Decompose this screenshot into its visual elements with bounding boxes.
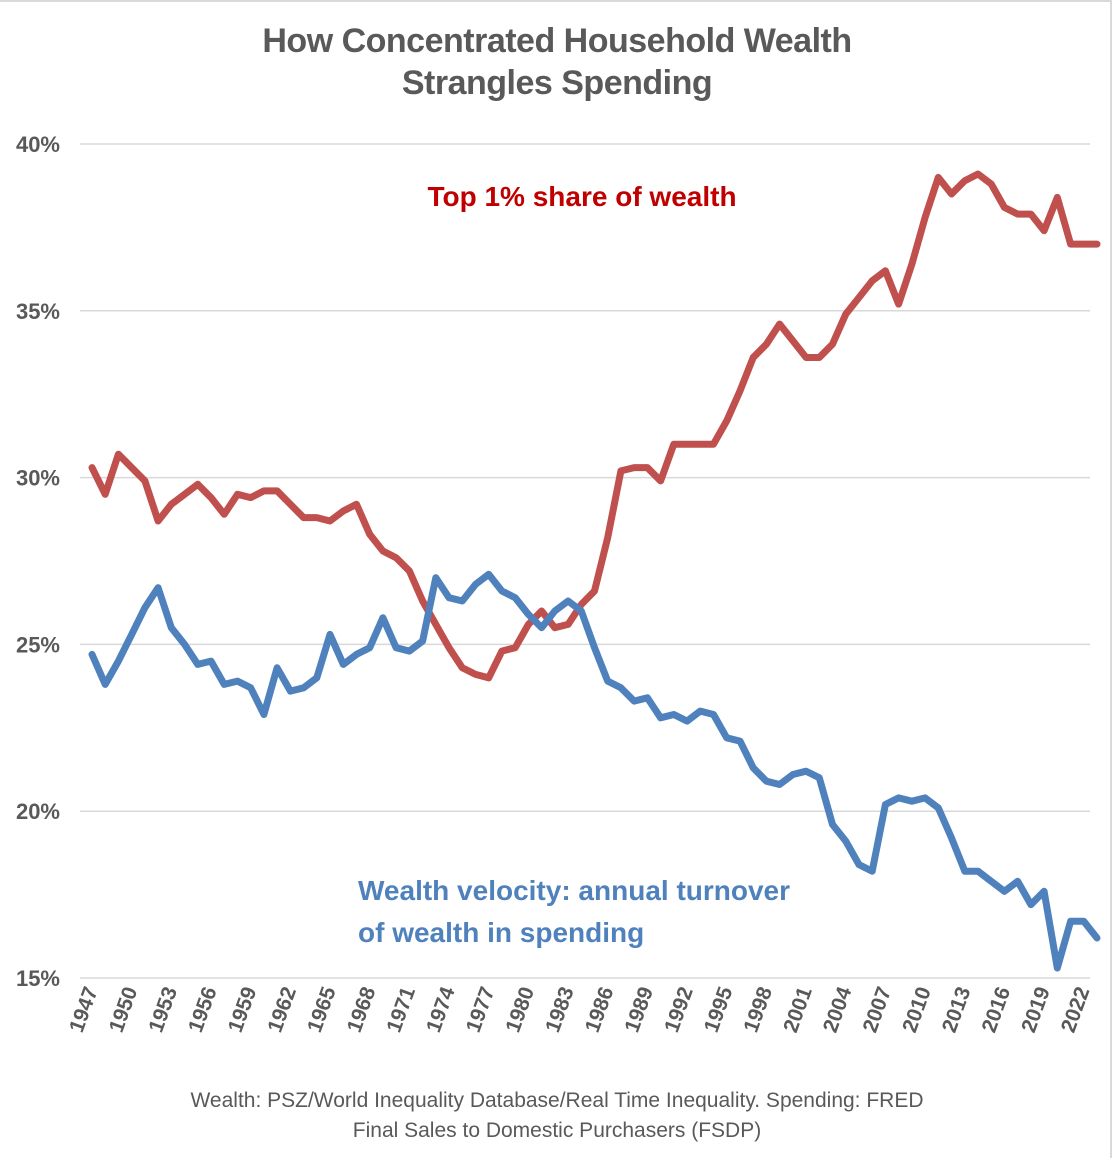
x-tick-label: 1965 bbox=[303, 984, 341, 1036]
series-line-top-1-percent-share bbox=[88, 170, 1101, 682]
x-tick-label: 2016 bbox=[978, 984, 1016, 1036]
x-tick-label: 1950 bbox=[105, 984, 143, 1036]
x-axis-ticks: 1947 1950 1953 1956 1959 1962 1965 1968 1971 1974… bbox=[65, 984, 1094, 1036]
x-tick-label: 1983 bbox=[541, 984, 579, 1036]
x-tick-label: 1962 bbox=[263, 984, 301, 1036]
y-tick-label: 40% bbox=[16, 132, 60, 157]
x-tick-label: 1953 bbox=[144, 984, 182, 1036]
chart-title: How Concentrated Household Wealth Strang… bbox=[0, 20, 1114, 104]
series-line-wealth-velocity bbox=[88, 570, 1101, 972]
source-note: Wealth: PSZ/World Inequality Database/Re… bbox=[0, 1086, 1114, 1146]
x-tick-label: 1980 bbox=[501, 984, 539, 1036]
source-note-line-2: Final Sales to Domestic Purchasers (FSDP… bbox=[352, 1119, 762, 1142]
x-tick-label: 1998 bbox=[740, 984, 778, 1036]
y-tick-label: 15% bbox=[16, 966, 60, 991]
x-tick-label: 2022 bbox=[1057, 984, 1095, 1036]
x-tick-label: 2010 bbox=[898, 984, 936, 1036]
chart-title-line-1: How Concentrated Household Wealth bbox=[262, 22, 852, 60]
x-tick-label: 1989 bbox=[621, 984, 659, 1036]
y-tick-label: 20% bbox=[16, 799, 60, 824]
x-tick-label: 2019 bbox=[1017, 984, 1055, 1036]
x-tick-label: 1968 bbox=[343, 984, 381, 1036]
y-tick-label: 25% bbox=[16, 632, 60, 657]
annotation-top-1-percent: Top 1% share of wealth bbox=[427, 181, 736, 212]
chart-title-line-2: Strangles Spending bbox=[401, 64, 713, 102]
x-tick-label: 2007 bbox=[859, 984, 897, 1036]
source-note-line-1: Wealth: PSZ/World Inequality Database/Re… bbox=[190, 1089, 924, 1112]
x-tick-label: 1947 bbox=[65, 984, 103, 1036]
y-tick-label: 30% bbox=[16, 466, 60, 491]
x-tick-label: 1986 bbox=[581, 984, 619, 1036]
annotation-wealth-velocity-line-1: Wealth velocity: annual turnover bbox=[358, 875, 790, 906]
x-tick-label: 1977 bbox=[462, 984, 500, 1036]
x-tick-label: 2001 bbox=[779, 984, 817, 1036]
y-axis-ticks: 40% 35% 30% 25% 20% 15% bbox=[16, 132, 60, 991]
x-tick-label: 1959 bbox=[224, 984, 262, 1036]
annotation-wealth-velocity-line-2: of wealth in spending bbox=[358, 917, 644, 948]
x-tick-label: 1971 bbox=[382, 984, 420, 1036]
x-tick-label: 1995 bbox=[700, 984, 738, 1036]
gridlines bbox=[80, 143, 1090, 979]
series-lines bbox=[88, 170, 1101, 972]
x-tick-label: 2004 bbox=[819, 984, 857, 1036]
y-tick-label: 35% bbox=[16, 299, 60, 324]
x-tick-label: 1992 bbox=[660, 984, 698, 1036]
x-tick-label: 1974 bbox=[422, 984, 460, 1036]
x-tick-label: 2013 bbox=[938, 984, 976, 1036]
x-tick-label: 1956 bbox=[184, 984, 222, 1036]
